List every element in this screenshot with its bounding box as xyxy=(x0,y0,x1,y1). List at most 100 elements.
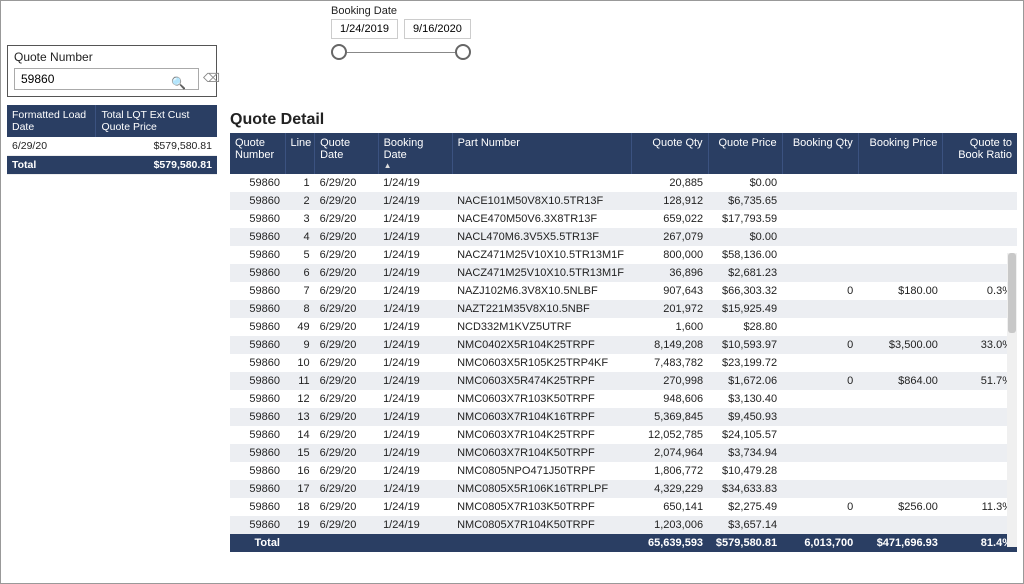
detail-header-quote-qty[interactable]: Quote Qty xyxy=(632,133,708,174)
table-row[interactable]: 59860166/29/201/24/19NMC0805NPO471J50TRP… xyxy=(230,462,1017,480)
detail-header-booking-qty[interactable]: Booking Qty xyxy=(782,133,858,174)
vertical-scrollbar[interactable] xyxy=(1007,253,1017,547)
cell-line: 9 xyxy=(285,336,315,354)
cell-quote-date: 6/29/20 xyxy=(315,318,378,336)
cell-booking-date: 1/24/19 xyxy=(378,444,452,462)
detail-header-quote-to-book-ratio[interactable]: Quote to Book Ratio xyxy=(943,133,1017,174)
cell-bprice xyxy=(858,300,943,318)
cell-bprice xyxy=(858,480,943,498)
table-row[interactable]: 59860496/29/201/24/19NCD332M1KVZ5UTRF1,6… xyxy=(230,318,1017,336)
cell-quote-number: 59860 xyxy=(230,192,285,210)
cell-part: NACE101M50V8X10.5TR13F xyxy=(452,192,632,210)
table-row[interactable]: 59860106/29/201/24/19NMC0603X5R105K25TRP… xyxy=(230,354,1017,372)
cell-ratio xyxy=(943,228,1017,246)
summary-header-date[interactable]: Formatted Load Date xyxy=(7,105,96,137)
cell-bqty: 0 xyxy=(782,282,858,300)
cell-bqty xyxy=(782,210,858,228)
cell-qprice: $15,925.49 xyxy=(708,300,782,318)
cell-qprice: $17,793.59 xyxy=(708,210,782,228)
search-icon[interactable]: 🔍 xyxy=(171,76,186,90)
cell-bqty xyxy=(782,300,858,318)
date-range-slider[interactable] xyxy=(331,45,471,60)
summary-header-price[interactable]: Total LQT Ext Cust Quote Price xyxy=(96,105,217,137)
cell-ratio: 51.7% xyxy=(943,372,1017,390)
cell-ratio xyxy=(943,192,1017,210)
table-row[interactable]: 5986066/29/201/24/19NACZ471M25V10X10.5TR… xyxy=(230,264,1017,282)
detail-table-wrap[interactable]: Quote NumberLineQuote DateBooking Date▲P… xyxy=(230,133,1017,573)
cell-bqty xyxy=(782,354,858,372)
cell-qty: 201,972 xyxy=(632,300,708,318)
cell-part: NAZJ102M6.3V8X10.5NLBF xyxy=(452,282,632,300)
cell-line: 10 xyxy=(285,354,315,372)
cell-qty: 8,149,208 xyxy=(632,336,708,354)
cell-line: 11 xyxy=(285,372,315,390)
table-row[interactable]: 5986096/29/201/24/19NMC0402X5R104K25TRPF… xyxy=(230,336,1017,354)
cell-bprice xyxy=(858,210,943,228)
booking-date-from-button[interactable]: 1/24/2019 xyxy=(331,19,398,39)
slider-handle-to[interactable] xyxy=(455,44,471,60)
cell-line: 19 xyxy=(285,516,315,534)
table-row[interactable]: 59860176/29/201/24/19NMC0805X5R106K16TRP… xyxy=(230,480,1017,498)
table-row[interactable]: 59860146/29/201/24/19NMC0603X7R104K25TRP… xyxy=(230,426,1017,444)
detail-header-quote-date[interactable]: Quote Date xyxy=(315,133,378,174)
cell-quote-date: 6/29/20 xyxy=(315,174,378,192)
table-row[interactable]: 5986086/29/201/24/19NAZT221M35V8X10.5NBF… xyxy=(230,300,1017,318)
detail-header-quote-number[interactable]: Quote Number xyxy=(230,133,285,174)
cell-part: NMC0603X7R104K50TRPF xyxy=(452,444,632,462)
cell-quote-number: 59860 xyxy=(230,462,285,480)
cell-ratio xyxy=(943,426,1017,444)
cell-ratio xyxy=(943,354,1017,372)
cell-qprice: $58,136.00 xyxy=(708,246,782,264)
table-row[interactable]: 59860196/29/201/24/19NMC0805X7R104K50TRP… xyxy=(230,516,1017,534)
cell-ratio xyxy=(943,210,1017,228)
scrollbar-thumb[interactable] xyxy=(1008,253,1016,333)
cell-part: NACE470M50V6.3X8TR13F xyxy=(452,210,632,228)
cell-qprice: $0.00 xyxy=(708,228,782,246)
cell-booking-date: 1/24/19 xyxy=(378,282,452,300)
cell-part: NMC0603X5R105K25TRP4KF xyxy=(452,354,632,372)
detail-header-quote-price[interactable]: Quote Price xyxy=(708,133,782,174)
table-row[interactable]: 5986076/29/201/24/19NAZJ102M6.3V8X10.5NL… xyxy=(230,282,1017,300)
cell-qprice: $0.00 xyxy=(708,174,782,192)
footer-qty: 65,639,593 xyxy=(632,534,708,552)
table-row[interactable]: 59860186/29/201/24/19NMC0805X7R103K50TRP… xyxy=(230,498,1017,516)
cell-qty: 1,203,006 xyxy=(632,516,708,534)
eraser-icon[interactable]: ⌫ xyxy=(203,71,219,87)
cell-bqty xyxy=(782,444,858,462)
detail-header-booking-date[interactable]: Booking Date▲ xyxy=(378,133,452,174)
cell-quote-number: 59860 xyxy=(230,372,285,390)
cell-quote-date: 6/29/20 xyxy=(315,372,378,390)
cell-bqty xyxy=(782,264,858,282)
table-row[interactable]: 5986026/29/201/24/19NACE101M50V8X10.5TR1… xyxy=(230,192,1017,210)
table-row[interactable]: 5986056/29/201/24/19NACZ471M25V10X10.5TR… xyxy=(230,246,1017,264)
detail-header-line[interactable]: Line xyxy=(285,133,315,174)
table-row[interactable]: 59860116/29/201/24/19NMC0603X5R474K25TRP… xyxy=(230,372,1017,390)
cell-line: 6 xyxy=(285,264,315,282)
cell-qprice: $34,633.83 xyxy=(708,480,782,498)
detail-header-booking-price[interactable]: Booking Price xyxy=(858,133,943,174)
cell-quote-date: 6/29/20 xyxy=(315,300,378,318)
table-row[interactable]: 59860136/29/201/24/19NMC0603X7R104K16TRP… xyxy=(230,408,1017,426)
cell-qprice: $9,450.93 xyxy=(708,408,782,426)
booking-date-to-button[interactable]: 9/16/2020 xyxy=(404,19,471,39)
cell-qty: 1,600 xyxy=(632,318,708,336)
table-row[interactable]: 59860126/29/201/24/19NMC0603X7R103K50TRP… xyxy=(230,390,1017,408)
cell-line: 5 xyxy=(285,246,315,264)
slider-handle-from[interactable] xyxy=(331,44,347,60)
summary-table: Formatted Load Date Total LQT Ext Cust Q… xyxy=(7,105,217,175)
cell-ratio: 33.0% xyxy=(943,336,1017,354)
table-row[interactable]: 59860156/29/201/24/19NMC0603X7R104K50TRP… xyxy=(230,444,1017,462)
cell-bprice xyxy=(858,264,943,282)
cell-booking-date: 1/24/19 xyxy=(378,264,452,282)
cell-quote-date: 6/29/20 xyxy=(315,354,378,372)
cell-qty: 267,079 xyxy=(632,228,708,246)
table-row[interactable]: 5986046/29/201/24/19NACL470M6.3V5X5.5TR1… xyxy=(230,228,1017,246)
cell-bprice: $180.00 xyxy=(858,282,943,300)
cell-part: NMC0805X5R106K16TRPLPF xyxy=(452,480,632,498)
table-row[interactable]: 5986016/29/201/24/1920,885$0.00 xyxy=(230,174,1017,192)
table-row[interactable]: 5986036/29/201/24/19NACE470M50V6.3X8TR13… xyxy=(230,210,1017,228)
cell-quote-date: 6/29/20 xyxy=(315,210,378,228)
detail-header-part-number[interactable]: Part Number xyxy=(452,133,632,174)
cell-qprice: $66,303.32 xyxy=(708,282,782,300)
summary-row[interactable]: 6/29/20$579,580.81 xyxy=(7,137,217,156)
